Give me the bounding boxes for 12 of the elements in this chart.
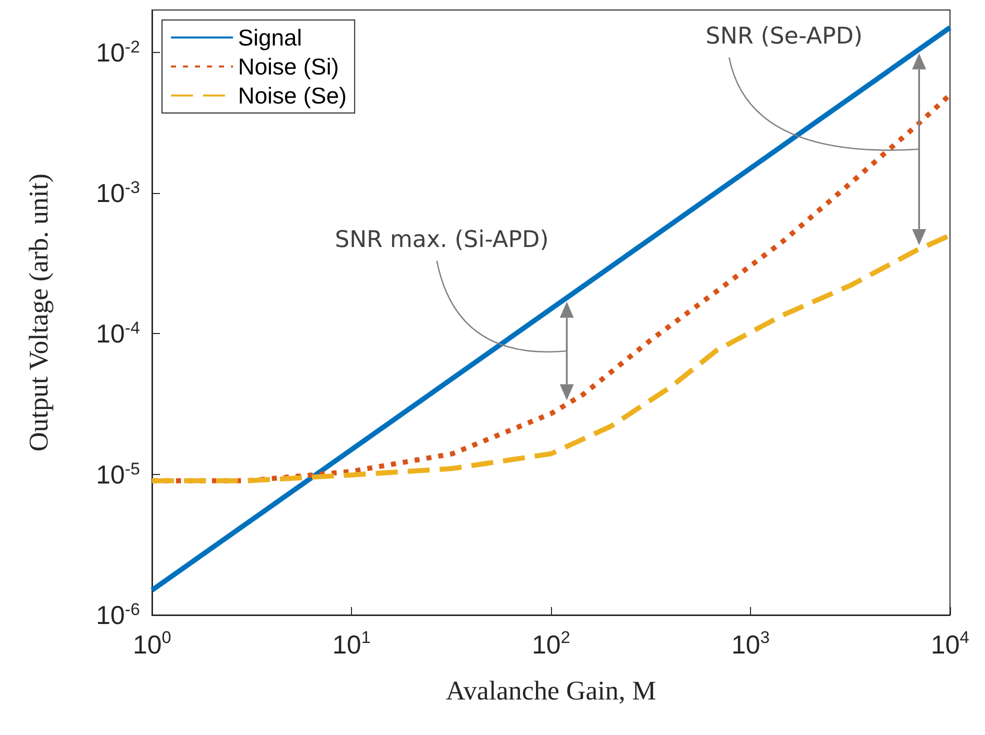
y-axis-title: Output Voltage (arb. unit) — [24, 174, 54, 452]
legend-label: Noise (Se) — [238, 82, 347, 108]
y-tick-label: 10$^{-4}$ — [96, 318, 140, 349]
annotation: SNR (Se-APD) — [706, 23, 863, 50]
legend-label: Signal — [238, 24, 302, 50]
x-axis-title: Avalanche Gain, M — [446, 676, 656, 706]
legend-label: Noise (Si) — [238, 54, 339, 80]
y-tick-label: 10$^{-5}$ — [96, 458, 140, 490]
y-tick-label: 10$^{-3}$ — [96, 178, 140, 208]
annotation: SNR max. (Si-APD) — [334, 226, 549, 253]
y-tick-label: 10$^{-6}$ — [96, 600, 140, 630]
y-tick-label: 10$^{-2}$ — [96, 36, 140, 68]
